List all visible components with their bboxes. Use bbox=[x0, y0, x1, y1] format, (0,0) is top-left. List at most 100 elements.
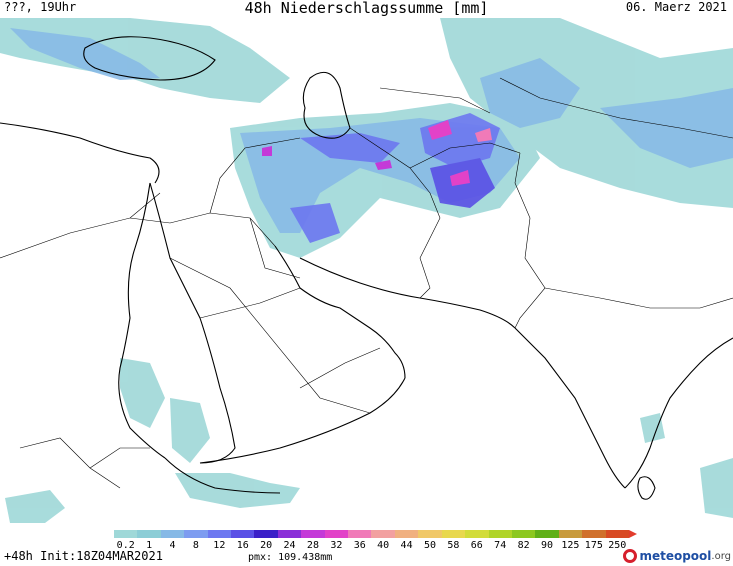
legend-tick-label: 125 bbox=[561, 540, 580, 551]
pmx-label: pmx: 109.438mm bbox=[248, 552, 333, 563]
legend-tick-label: 20 bbox=[260, 540, 273, 551]
legend-color-segment bbox=[441, 530, 466, 538]
border-5 bbox=[199, 287, 301, 319]
legend-tick-label: 36 bbox=[353, 540, 366, 551]
precip-area-east-africa bbox=[5, 490, 65, 523]
logo-tld-text: .org bbox=[711, 550, 731, 562]
legend-color-segment bbox=[582, 530, 606, 538]
arabia-south-coast bbox=[199, 377, 406, 464]
legend-tick-label: 250 bbox=[608, 540, 627, 551]
legend-color-segment bbox=[277, 530, 302, 538]
border-13 bbox=[499, 77, 733, 139]
border-1 bbox=[0, 192, 161, 259]
coastlines bbox=[0, 36, 733, 500]
forecast-date-label: 06. Maerz 2021 bbox=[625, 0, 727, 14]
india-east-coast bbox=[624, 337, 733, 489]
legend-tick-label: 58 bbox=[447, 540, 460, 551]
legend-tick-label: 82 bbox=[517, 540, 530, 551]
legend-arrow-icon bbox=[629, 530, 637, 538]
legend-color-segment bbox=[348, 530, 372, 538]
precip-area-central-asia bbox=[440, 18, 733, 208]
legend-color-segment bbox=[254, 530, 278, 538]
precip-medium-black-sea bbox=[10, 28, 160, 80]
precip-peak-4 bbox=[375, 160, 392, 170]
persian-gulf bbox=[274, 245, 406, 379]
legend-tick-label: 40 bbox=[377, 540, 390, 551]
meteopool-logo[interactable]: meteopool .org bbox=[623, 547, 731, 565]
legend-color-segment bbox=[207, 530, 232, 538]
border-7 bbox=[299, 347, 381, 389]
legend-tick-label: 16 bbox=[236, 540, 249, 551]
precip-peak-areas bbox=[262, 120, 492, 186]
legend-tick-label: 28 bbox=[306, 540, 319, 551]
border-6 bbox=[169, 257, 371, 414]
precip-medium-west-china bbox=[600, 88, 733, 168]
black-sea-coast bbox=[83, 36, 216, 81]
red-sea-east bbox=[149, 182, 236, 464]
legend-color-segment bbox=[137, 530, 161, 538]
legend-colorbar bbox=[114, 530, 629, 538]
legend-tick-label: 1 bbox=[146, 540, 153, 551]
precip-light-areas bbox=[0, 18, 733, 523]
iran-south-coast bbox=[299, 257, 516, 329]
logo-main-text: meteopool bbox=[639, 549, 712, 563]
legend-tick-label: 4 bbox=[169, 540, 176, 551]
precip-heavy-areas bbox=[290, 113, 500, 243]
legend-color-segment bbox=[605, 530, 629, 538]
border-3 bbox=[209, 137, 301, 214]
precip-area-red-sea-1 bbox=[120, 358, 165, 428]
precip-heavy-caspian bbox=[300, 133, 400, 163]
legend-tick-label: 74 bbox=[494, 540, 507, 551]
legend-color-segment bbox=[114, 530, 138, 538]
legend-color-segment bbox=[488, 530, 512, 538]
precip-peak-1 bbox=[428, 120, 452, 140]
legend-color-segment bbox=[184, 530, 208, 538]
border-8 bbox=[349, 127, 441, 299]
legend-color-segment bbox=[160, 530, 185, 538]
border-11 bbox=[544, 287, 733, 309]
legend-tick-label: 0.2 bbox=[116, 540, 135, 551]
india-west-coast bbox=[514, 327, 626, 489]
map-header: ???, 19Uhr 48h Niederschlagssumme [mm] 0… bbox=[0, 0, 733, 18]
precip-area-sri-lanka bbox=[640, 413, 665, 443]
legend-color-segment bbox=[301, 530, 325, 538]
precip-peak-5 bbox=[262, 146, 272, 156]
country-borders bbox=[0, 77, 733, 489]
legend-color-segment bbox=[324, 530, 349, 538]
precip-area-andaman bbox=[700, 458, 733, 518]
precip-area-eastern-europe bbox=[0, 18, 290, 103]
forecast-time-label: ???, 19Uhr bbox=[4, 0, 77, 14]
legend-tick-label: 44 bbox=[400, 540, 413, 551]
border-12 bbox=[379, 87, 491, 114]
legend-color-segment bbox=[394, 530, 419, 538]
border-10 bbox=[514, 152, 546, 329]
legend-color-segment bbox=[465, 530, 489, 538]
precipitation-map bbox=[0, 18, 733, 523]
mediterranean-coast bbox=[0, 122, 160, 184]
legend-color-segment bbox=[511, 530, 536, 538]
legend-tick-label: 175 bbox=[584, 540, 603, 551]
legend-tick-label: 12 bbox=[213, 540, 226, 551]
legend-color-segment bbox=[535, 530, 559, 538]
precip-heavy-zagros bbox=[290, 203, 340, 243]
legend-tick-label: 50 bbox=[423, 540, 436, 551]
sri-lanka bbox=[637, 476, 656, 500]
legend-color-segment bbox=[558, 530, 583, 538]
border-14 bbox=[89, 447, 150, 469]
border-4 bbox=[249, 217, 301, 279]
legend-color-segment bbox=[371, 530, 395, 538]
meteopool-logo-icon bbox=[623, 549, 638, 563]
precip-peak-3 bbox=[450, 170, 470, 186]
legend-tick-label: 66 bbox=[470, 540, 483, 551]
legend-ticks: 0.2 1 4 8 12 16 20 24 28 32 36 40 44 50 58 66 74 82 90 125 1… bbox=[114, 540, 629, 552]
legend-tick-label: 90 bbox=[540, 540, 554, 551]
red-sea-west bbox=[118, 182, 166, 459]
precip-area-red-sea-2 bbox=[170, 398, 210, 463]
legend-color-segment bbox=[418, 530, 442, 538]
legend-tick-label: 24 bbox=[283, 540, 296, 551]
caspian-coast bbox=[302, 71, 351, 139]
border-15 bbox=[19, 437, 121, 489]
init-time-label: +48h Init:18Z04MAR2021 bbox=[4, 549, 163, 563]
legend-color-segment bbox=[231, 530, 255, 538]
map-title: 48h Niederschlagssumme [mm] bbox=[244, 0, 489, 17]
